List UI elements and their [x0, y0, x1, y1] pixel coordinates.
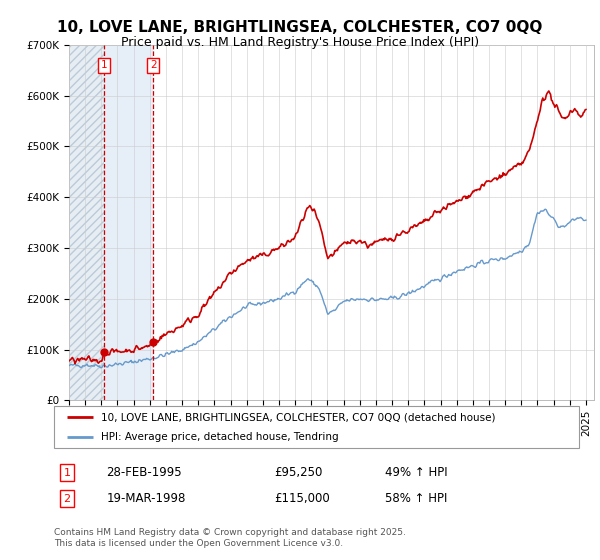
Text: 28-FEB-1995: 28-FEB-1995	[107, 466, 182, 479]
Text: 49% ↑ HPI: 49% ↑ HPI	[385, 466, 448, 479]
Text: 2: 2	[64, 494, 71, 504]
FancyBboxPatch shape	[54, 406, 579, 448]
Bar	[104, 45, 153, 400]
Text: Contains HM Land Registry data © Crown copyright and database right 2025.
This d: Contains HM Land Registry data © Crown c…	[54, 528, 406, 548]
Text: 2: 2	[150, 60, 157, 70]
Text: 1: 1	[100, 60, 107, 70]
Text: £95,250: £95,250	[275, 466, 323, 479]
Text: 10, LOVE LANE, BRIGHTLINGSEA, COLCHESTER, CO7 0QQ (detached house): 10, LOVE LANE, BRIGHTLINGSEA, COLCHESTER…	[101, 412, 496, 422]
Text: HPI: Average price, detached house, Tendring: HPI: Average price, detached house, Tend…	[101, 432, 339, 442]
Text: 10, LOVE LANE, BRIGHTLINGSEA, COLCHESTER, CO7 0QQ: 10, LOVE LANE, BRIGHTLINGSEA, COLCHESTER…	[58, 20, 542, 35]
Text: 19-MAR-1998: 19-MAR-1998	[107, 492, 186, 505]
Text: Price paid vs. HM Land Registry's House Price Index (HPI): Price paid vs. HM Land Registry's House …	[121, 36, 479, 49]
Text: 1: 1	[64, 468, 71, 478]
Bar	[69, 45, 104, 400]
Text: £115,000: £115,000	[275, 492, 330, 505]
Text: 58% ↑ HPI: 58% ↑ HPI	[385, 492, 447, 505]
